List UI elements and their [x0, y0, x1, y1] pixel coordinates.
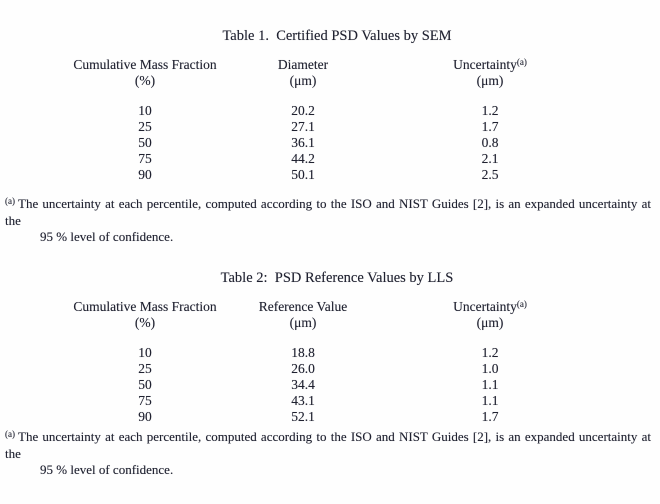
footnote-ref-superscript: (a) — [516, 299, 527, 309]
footnote-line-1: (a) The uncertainty at each percentile, c… — [5, 429, 651, 462]
cell-reference-value: 18.8 — [291, 345, 315, 360]
spacer — [0, 89, 660, 103]
footnote-line-2: 95 % level of confidence. — [40, 229, 174, 244]
table-row: 75 44.2 2.1 — [0, 151, 660, 167]
cell-reference-value: 43.1 — [291, 393, 315, 408]
cell-uncertainty: 2.1 — [481, 151, 499, 166]
table-row: 90 52.1 1.7 — [0, 409, 660, 425]
cell-diameter: 50.1 — [291, 167, 315, 182]
cell-percentile: 10 — [138, 103, 152, 118]
cell-percentile: 75 — [138, 151, 152, 166]
cell-reference-value: 34.4 — [291, 377, 315, 392]
cell-percentile: 25 — [138, 119, 152, 134]
table-row: 75 43.1 1.1 — [0, 393, 660, 409]
cell-reference-value: 26.0 — [291, 361, 315, 376]
unit-micrometer: (μm) — [476, 315, 504, 330]
table-1-block: Table 1. Certified PSD Values by SEM Cum… — [0, 28, 660, 183]
footnote-text: The uncertainty at each percentile, comp… — [5, 429, 651, 461]
cell-uncertainty: 1.7 — [481, 119, 499, 134]
cell-uncertainty: 1.1 — [481, 377, 499, 392]
column-header-uncertainty: Uncertainty(a) — [410, 57, 570, 74]
footnote-ref-superscript: (a) — [516, 57, 527, 67]
cell-percentile: 90 — [138, 409, 152, 424]
cell-percentile: 90 — [138, 167, 152, 182]
column-header-diameter: Diameter — [277, 57, 329, 72]
column-header-reference-value: Reference Value — [258, 299, 348, 314]
table-row: 10 20.2 1.2 — [0, 103, 660, 119]
cell-uncertainty: 1.0 — [481, 361, 499, 376]
column-header-uncertainty: Uncertainty(a) — [410, 299, 570, 316]
table-2-block: Table 2: PSD Reference Values by LLS Cum… — [0, 270, 660, 425]
unit-micrometer: (μm) — [476, 73, 504, 88]
unit-percent: (%) — [134, 315, 156, 330]
table-1-header-names: Cumulative Mass Fraction Diameter Uncert… — [0, 57, 660, 73]
cell-uncertainty: 1.2 — [481, 103, 499, 118]
column-header-mass-fraction: Cumulative Mass Fraction — [73, 57, 217, 72]
footnote-text: The uncertainty at each percentile, comp… — [5, 196, 651, 228]
cell-uncertainty: 1.2 — [481, 345, 499, 360]
unit-micrometer: (μm) — [289, 73, 317, 88]
column-header-uncertainty-label: Uncertainty — [453, 299, 517, 314]
table-1-header-units: (%) (μm) (μm) — [0, 73, 660, 89]
table-row: 50 36.1 0.8 — [0, 135, 660, 151]
cell-percentile: 10 — [138, 345, 152, 360]
cell-diameter: 36.1 — [291, 135, 315, 150]
cell-uncertainty: 2.5 — [481, 167, 499, 182]
cell-uncertainty: 1.7 — [481, 409, 499, 424]
cell-diameter: 20.2 — [291, 103, 315, 118]
table-1-footnote: (a) The uncertainty at each percentile, c… — [5, 196, 651, 245]
spacer — [0, 331, 660, 345]
table-row: 10 18.8 1.2 — [0, 345, 660, 361]
table-2-header-names: Cumulative Mass Fraction Reference Value… — [0, 299, 660, 315]
cell-percentile: 75 — [138, 393, 152, 408]
table-row: 25 27.1 1.7 — [0, 119, 660, 135]
cell-percentile: 25 — [138, 361, 152, 376]
column-header-mass-fraction: Cumulative Mass Fraction — [73, 299, 217, 314]
cell-reference-value: 52.1 — [291, 409, 315, 424]
unit-micrometer: (μm) — [289, 315, 317, 330]
cell-diameter: 27.1 — [291, 119, 315, 134]
table-1-title: Table 1. Certified PSD Values by SEM — [222, 28, 452, 44]
footnote-marker: (a) — [5, 429, 15, 439]
footnote-line-2: 95 % level of confidence. — [40, 462, 174, 477]
cell-diameter: 44.2 — [291, 151, 315, 166]
table-2-title: Table 2: PSD Reference Values by LLS — [220, 270, 454, 286]
spacer — [0, 44, 660, 57]
table-2-footnote: (a) The uncertainty at each percentile, c… — [5, 429, 651, 478]
table-2-header-units: (%) (μm) (μm) — [0, 315, 660, 331]
cell-percentile: 50 — [138, 135, 152, 150]
cell-uncertainty: 0.8 — [481, 135, 499, 150]
table-row: 90 50.1 2.5 — [0, 167, 660, 183]
footnote-marker: (a) — [5, 196, 15, 206]
table-row: 50 34.4 1.1 — [0, 377, 660, 393]
cell-uncertainty: 1.1 — [481, 393, 499, 408]
table-row: 25 26.0 1.0 — [0, 361, 660, 377]
column-header-uncertainty-label: Uncertainty — [453, 57, 517, 72]
unit-percent: (%) — [134, 73, 156, 88]
cell-percentile: 50 — [138, 377, 152, 392]
footnote-line-1: (a) The uncertainty at each percentile, c… — [5, 196, 651, 229]
spacer — [0, 286, 660, 299]
